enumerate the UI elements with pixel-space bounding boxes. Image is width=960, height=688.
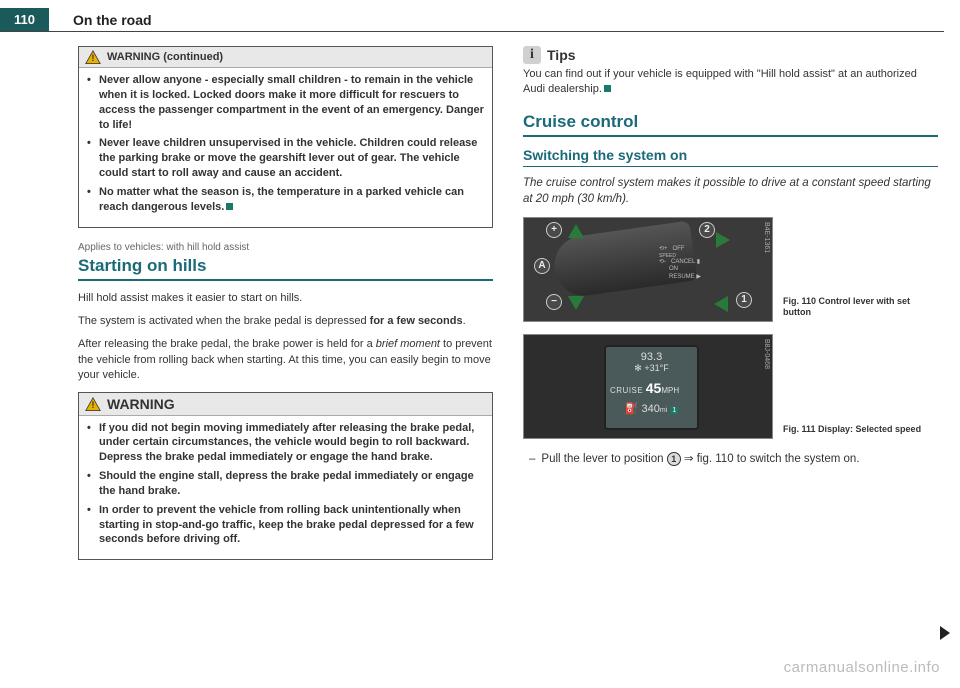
applies-to-text: Applies to vehicles: with hill hold assi… [78,242,493,253]
warning-continued-title: WARNING (continued) [107,51,223,63]
right-column: i Tips You can find out if your vehicle … [523,46,938,574]
info-icon: i [523,46,541,64]
end-square-icon [226,203,233,210]
figure-111-row: B8J-0468 93.3 ✻ +31°F CRUISE 45MPH ⛽ 340… [523,334,938,439]
page-title: On the road [73,12,152,28]
left-column: ! WARNING (continued) Never allow anyone… [78,46,493,574]
warning-item: Should the engine stall, depress the bra… [87,469,484,499]
callout-plus: + [546,222,562,238]
content-columns: ! WARNING (continued) Never allow anyone… [0,40,960,574]
tips-text: You can find out if your vehicle is equi… [523,67,938,98]
callout-1: 1 [736,292,752,308]
fig110-caption: Fig. 110 Control lever with set button [783,296,938,322]
fig-code: B8J-0468 [763,339,770,369]
arrow-up-icon [568,224,584,238]
warning-triangle-icon: ! [85,397,101,411]
svg-text:!: ! [92,53,95,63]
display-line2: ✻ +31°F [610,363,693,374]
display-line1: 93.3 [610,351,693,363]
warning-item: Never leave children unsupervised in the… [87,136,484,181]
end-square-icon [604,85,611,92]
lever-text-labels: ⟲+ OFF SPEED ⟲- CANCEL ▮ ON RESUME ▶ [659,246,701,281]
continue-arrow-icon [940,626,950,640]
arrow-down-icon [568,296,584,310]
hills-p2: The system is activated when the brake p… [78,314,493,329]
figure-111-image: B8J-0468 93.3 ✻ +31°F CRUISE 45MPH ⛽ 340… [523,334,773,439]
warning2-body: If you did not begin moving immediately … [79,416,492,560]
warning-item: If you did not begin moving immediately … [87,421,484,466]
callout-2: 2 [699,222,715,238]
hills-p3: After releasing the brake pedal, the bra… [78,337,493,383]
cruise-control-heading: Cruise control [523,112,938,137]
warning-item: In order to prevent the vehicle from rol… [87,503,484,548]
warning-box-2: ! WARNING If you did not begin moving im… [78,392,493,561]
step-list: –Pull the lever to position 1 ⇒ fig. 110… [523,451,938,467]
warning-triangle-icon: ! [85,50,101,64]
page-number: 110 [0,8,49,31]
callout-A: A [534,258,550,274]
warning-item: No matter what the season is, the temper… [87,185,484,215]
warning2-header: ! WARNING [79,393,492,416]
cruise-intro: The cruise control system makes it possi… [523,175,938,207]
figure-110-image: B4E-1361 ⟲+ OFF SPEED ⟲- CANCEL ▮ ON RES… [523,217,773,322]
warning-continued-box: ! WARNING (continued) Never allow anyone… [78,46,493,228]
hills-p1: Hill hold assist makes it easier to star… [78,291,493,306]
figure-110-row: B4E-1361 ⟲+ OFF SPEED ⟲- CANCEL ▮ ON RES… [523,217,938,322]
inline-callout-1: 1 [667,452,681,466]
arrow-right-icon [716,232,730,248]
arrow-left-icon [714,296,728,312]
warning2-title: WARNING [107,396,175,412]
page-header: 110 On the road [0,8,944,32]
display-miles: ⛽ 340mi 1 [610,402,693,415]
svg-text:!: ! [92,400,95,410]
tips-title: Tips [547,47,576,63]
callout-minus: − [546,294,562,310]
watermark-text: carmanualsonline.info [784,659,940,676]
switching-on-subheading: Switching the system on [523,147,938,167]
warning-continued-body: Never allow anyone - especially small ch… [79,68,492,227]
starting-on-hills-heading: Starting on hills [78,256,493,281]
warning-item: Never allow anyone - especially small ch… [87,73,484,132]
display-cruise-row: CRUISE 45MPH [610,380,693,396]
fig-code: B4E-1361 [763,222,770,253]
warning-continued-header: ! WARNING (continued) [79,47,492,68]
tips-header: i Tips [523,46,938,64]
dashboard-display: 93.3 ✻ +31°F CRUISE 45MPH ⛽ 340mi 1 [604,345,699,430]
fig111-caption: Fig. 111 Display: Selected speed [783,424,938,439]
